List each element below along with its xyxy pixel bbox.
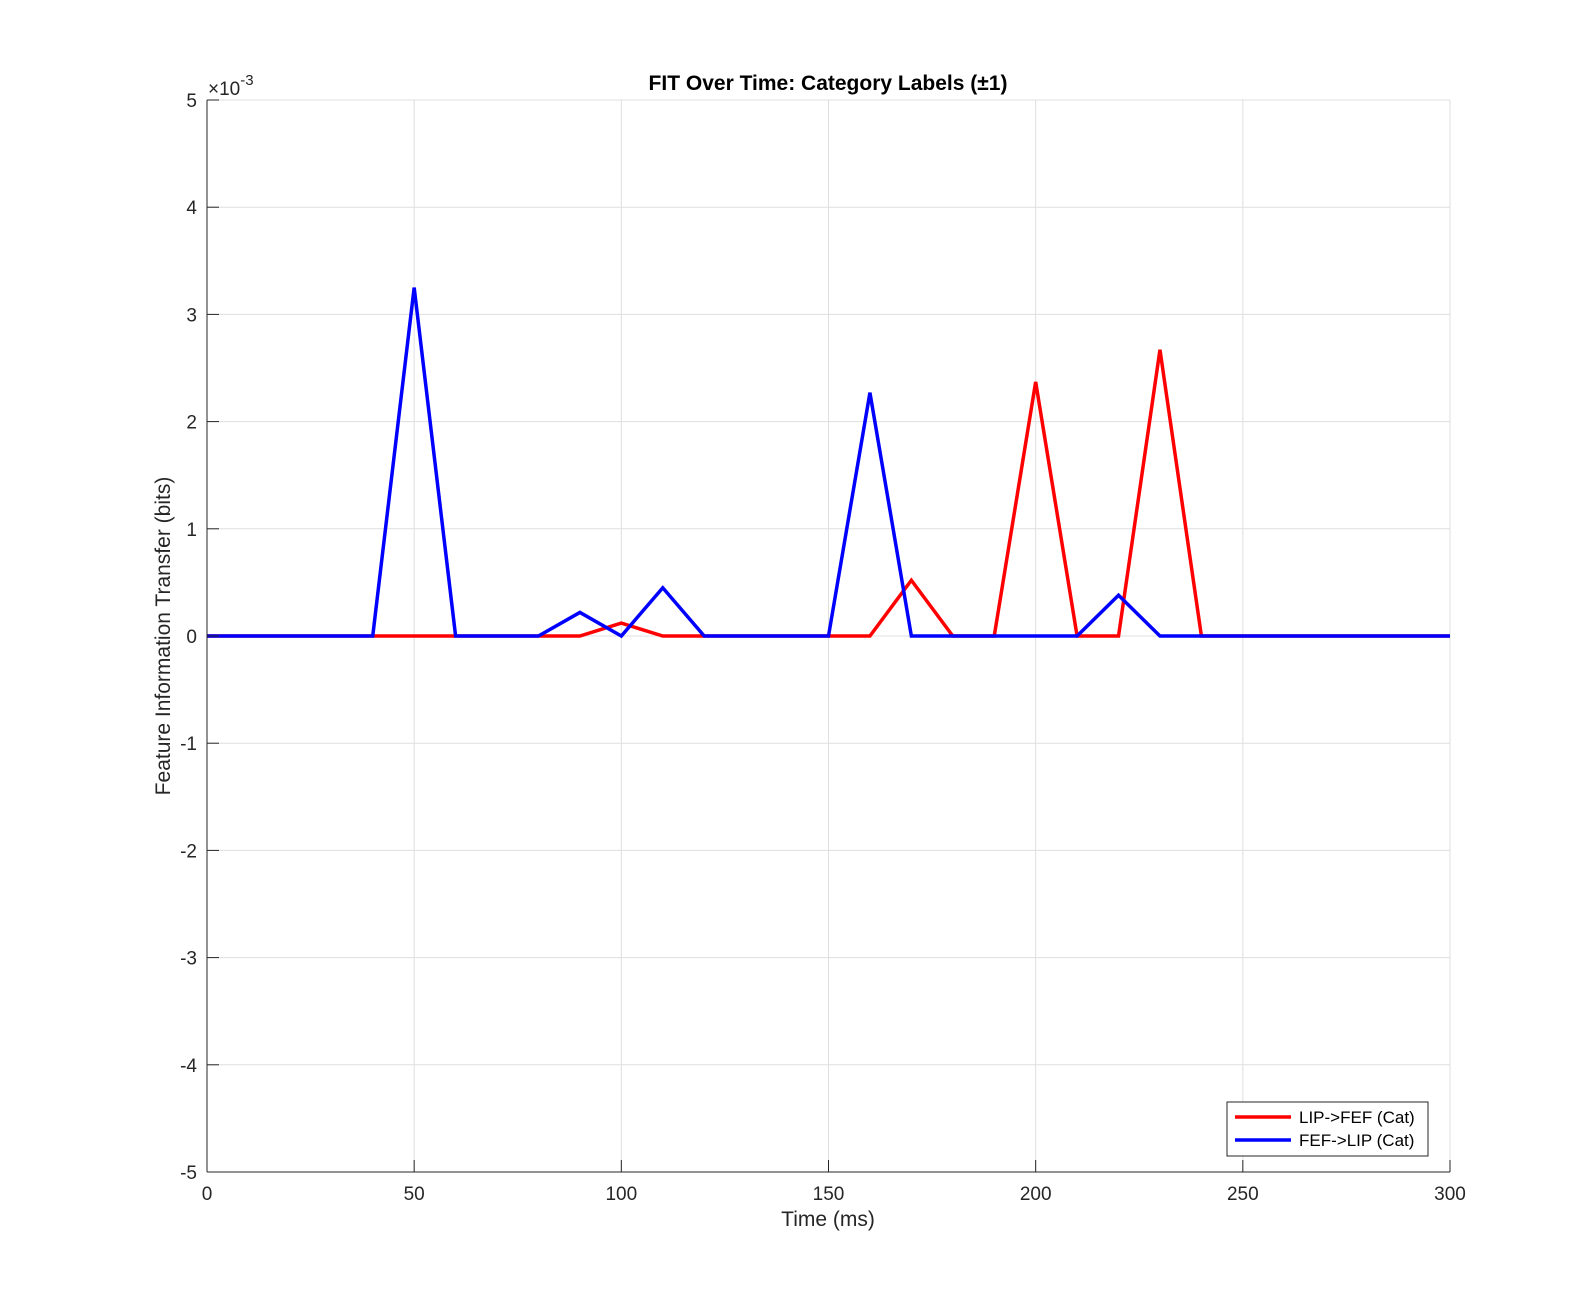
x-tick-label: 200 (1020, 1184, 1052, 1205)
y-tick-label: 3 (186, 305, 197, 326)
y-tick-label: 0 (186, 627, 197, 648)
y-exponent-base: ×10 (208, 79, 240, 100)
legend-label-lip-fef: LIP->FEF (Cat) (1299, 1108, 1415, 1127)
legend: LIP->FEF (Cat) FEF->LIP (Cat) (1226, 1101, 1429, 1157)
y-tick-label: 4 (186, 198, 197, 219)
x-tick-label: 50 (404, 1184, 425, 1205)
y-tick-label: -4 (180, 1056, 197, 1077)
legend-label-fef-lip: FEF->LIP (Cat) (1299, 1131, 1414, 1150)
x-axis-title: Time (ms) (781, 1208, 875, 1231)
series-layer (207, 287, 1450, 639)
y-tick-label: -5 (180, 1163, 197, 1184)
x-tick-label: 250 (1227, 1184, 1259, 1205)
y-tick-label: 5 (186, 91, 197, 112)
x-tick-label: 150 (813, 1184, 845, 1205)
legend-box (1226, 1101, 1429, 1157)
x-tick-label: 100 (605, 1184, 637, 1205)
y-tick-label: 2 (186, 413, 197, 434)
x-tick-label: 0 (202, 1184, 213, 1205)
y-tick-label: -2 (180, 841, 197, 862)
ticks: 0 50 100 150 200 250 300 -5 -4 -3 -2 -1 0 1 2 3 4 5 (180, 91, 1466, 1205)
y-exponent-power: -3 (240, 72, 253, 89)
y-tick-label: -1 (180, 734, 197, 755)
series-line-1 (207, 287, 1450, 639)
x-tick-label: 300 (1434, 1184, 1466, 1205)
y-tick-label: 1 (186, 520, 197, 541)
y-exponent-label: ×10-3 (208, 72, 254, 100)
y-axis-title: Feature Information Transfer (bits) (152, 477, 175, 796)
chart-title: FIT Over Time: Category Labels (±1) (649, 72, 1008, 95)
y-tick-label: -3 (180, 949, 197, 970)
